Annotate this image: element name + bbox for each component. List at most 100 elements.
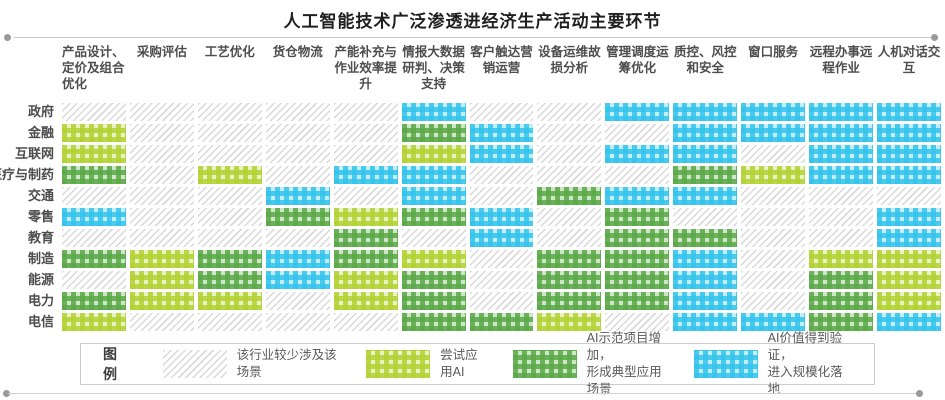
matrix-cell (537, 271, 602, 289)
matrix-cell (673, 124, 738, 142)
matrix-cell (197, 208, 262, 226)
legend-item-label: AI示范项目增加， 形成典型应用场景 (586, 331, 662, 396)
scale-swatch (693, 350, 758, 378)
legend-items: 该行业较少涉及该场景 尝试应用AI AI示范项目增加， 形成典型应用场景 AI价值得到… (162, 330, 874, 398)
row-label: 金融 (27, 125, 54, 140)
matrix-cell (469, 271, 534, 289)
matrix-cell (741, 250, 806, 268)
matrix-cell (401, 187, 466, 205)
matrix-cell (62, 124, 126, 142)
matrix-cell (741, 208, 806, 226)
matrix-cell (333, 229, 398, 247)
row-label: 制造 (27, 251, 54, 266)
matrix-cell (809, 166, 874, 184)
matrix-cell (537, 166, 602, 184)
matrix-cell (129, 166, 194, 184)
matrix-corner (0, 44, 58, 100)
matrix-cell (265, 103, 330, 121)
column-header: 人机对话交互 (877, 45, 941, 75)
matrix-cell (62, 187, 126, 205)
matrix-cell (673, 250, 738, 268)
matrix-cell (197, 145, 262, 163)
matrix-cell (401, 292, 466, 310)
column-header: 工艺优化 (204, 45, 255, 59)
matrix-cell (605, 166, 670, 184)
legend-item: AI价值得到验证， 进入规模化落地 (693, 330, 850, 398)
matrix-cell (129, 271, 194, 289)
matrix-cell (197, 271, 262, 289)
matrix-cell (537, 124, 602, 142)
matrix-cell (197, 103, 262, 121)
matrix-cell (877, 124, 941, 142)
column-header: 管理调度运筹优化 (606, 45, 669, 75)
matrix-cell (673, 292, 738, 310)
matrix-cell (469, 166, 534, 184)
legend-label: 图例 (103, 346, 117, 382)
matrix-cell (62, 208, 126, 226)
legend-item: 尝试应用AI (366, 347, 489, 381)
legend-item-label: 尝试应用AI (440, 348, 478, 379)
matrix-cell (673, 271, 738, 289)
matrix-cell (673, 166, 738, 184)
matrix-cell (605, 229, 670, 247)
matrix-cell (809, 271, 874, 289)
matrix-cell (741, 313, 806, 331)
matrix-cell (333, 271, 398, 289)
matrix-cell (333, 292, 398, 310)
column-header: 采购评估 (136, 45, 187, 59)
matrix-cell (197, 292, 262, 310)
matrix-cell (197, 124, 262, 142)
matrix-cell (537, 187, 602, 205)
column-header: 质控、风控和安全 (674, 45, 737, 75)
matrix-cell (401, 208, 466, 226)
matrix-cell (877, 166, 941, 184)
matrix-cell (809, 145, 874, 163)
matrix-cell (62, 313, 126, 331)
matrix-cell (809, 229, 874, 247)
matrix-cell (809, 124, 874, 142)
row-label: 教育 (27, 230, 54, 245)
matrix-cell (62, 229, 126, 247)
matrix-cell (741, 187, 806, 205)
matrix-cell (265, 166, 330, 184)
matrix-cell (129, 208, 194, 226)
column-header: 窗口服务 (748, 45, 799, 59)
matrix-cell (469, 313, 534, 331)
matrix-cell (401, 103, 466, 121)
matrix-cell (129, 292, 194, 310)
matrix-cell (401, 229, 466, 247)
matrix-cell (62, 166, 126, 184)
matrix-cell (62, 271, 126, 289)
matrix-cell (673, 103, 738, 121)
matrix-cell (265, 250, 330, 268)
matrix-cell (537, 250, 602, 268)
matrix-cell (469, 187, 534, 205)
matrix-cell (265, 124, 330, 142)
matrix-cell (605, 250, 670, 268)
matrix-cell (129, 229, 194, 247)
matrix-cell (62, 145, 126, 163)
matrix-cell (333, 103, 398, 121)
matrix-cell (605, 103, 670, 121)
matrix-cell (605, 208, 670, 226)
legend-item-label: AI价值得到验证， 进入规模化落地 (767, 331, 843, 396)
matrix-cell (469, 292, 534, 310)
matrix-cell (333, 187, 398, 205)
matrix-cell (265, 292, 330, 310)
matrix-cell (333, 166, 398, 184)
legend-box: 图例 该行业较少涉及该场景 尝试应用AI AI示范项目增加， 形成典型应用场景 AI价… (80, 331, 875, 396)
matrix-cell (197, 229, 262, 247)
matrix-grid: 产品设计、定价及组合优化 采购评估 工艺优化 货仓物流 产能补充与作业效率提升 情报大数据… (0, 44, 941, 331)
matrix-cell (129, 187, 194, 205)
bottom-divider (8, 393, 918, 394)
column-header: 远程办事远程作业 (809, 45, 873, 75)
legend-item: 该行业较少涉及该场景 (162, 347, 343, 381)
matrix-cell (265, 208, 330, 226)
column-header: 情报大数据研判、决策支持 (402, 45, 465, 91)
matrix-cell (469, 229, 534, 247)
matrix-cell (877, 292, 941, 310)
matrix-cell (877, 313, 941, 331)
matrix-cell (741, 292, 806, 310)
matrix-cell (809, 313, 874, 331)
matrix-cell (469, 124, 534, 142)
